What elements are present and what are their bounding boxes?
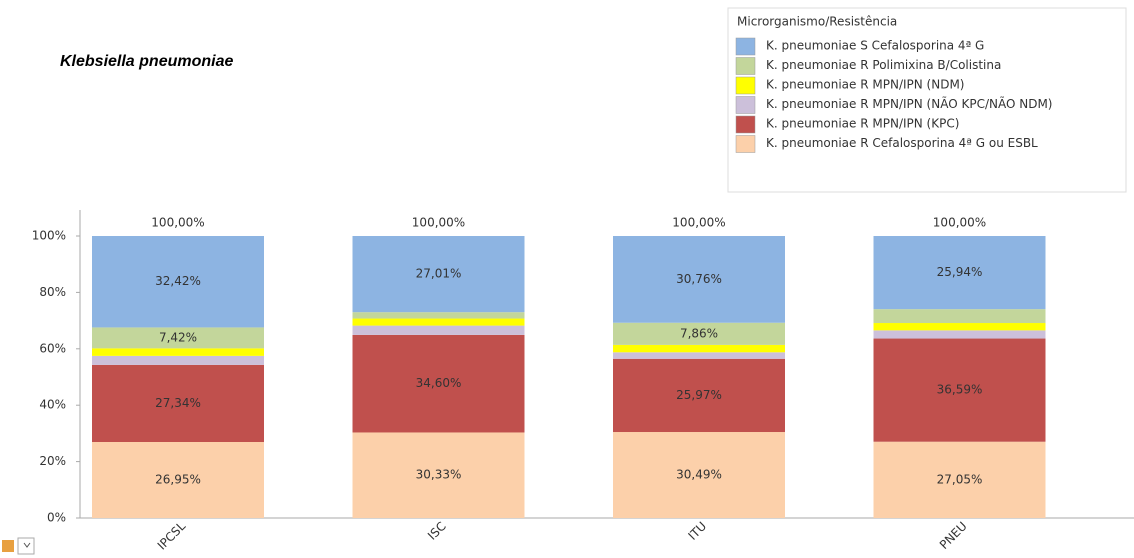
data-label: 32,42% (155, 274, 201, 288)
y-tick-label: 60% (39, 341, 66, 355)
bar-segment (873, 236, 1046, 310)
legend-label: K. pneumoniae R MPN/IPN (NÃO KPC/NÃO NDM… (766, 96, 1053, 111)
bar-segment (92, 327, 264, 349)
bar-segment (352, 236, 525, 313)
bar-segment (352, 312, 525, 319)
x-tick-label: ISC (425, 519, 449, 543)
legend-label: K. pneumoniae R Polimixina B/Colistina (766, 58, 1001, 72)
x-tick-label: PNEU (937, 519, 970, 552)
data-label: 30,76% (676, 272, 722, 286)
total-label: 100,00% (151, 216, 204, 230)
bar-segment (613, 358, 785, 433)
bar-segment (613, 352, 785, 359)
data-label: 30,49% (676, 468, 722, 482)
bar-segment (873, 309, 1046, 324)
bar-segment (613, 344, 785, 353)
bar-segment (92, 236, 264, 328)
data-label: 27,05% (937, 472, 983, 486)
y-tick-label: 80% (39, 285, 66, 299)
bar-segment (352, 318, 525, 326)
legend-swatch (735, 96, 756, 114)
y-tick-label: 20% (39, 454, 66, 468)
legend-swatch (735, 76, 756, 95)
bar-segment (92, 442, 264, 518)
bar-segment (873, 330, 1046, 339)
data-label: 7,86% (680, 326, 718, 340)
legend-swatch (735, 115, 756, 134)
bar-segment (613, 236, 785, 323)
data-label: 7,42% (159, 330, 197, 344)
total-label: 100,00% (933, 216, 986, 230)
legend-title: Microrganismo/Resistência (737, 15, 897, 29)
total-label: 100,00% (412, 216, 465, 230)
data-label: 30,33% (416, 468, 462, 482)
total-label: 100,00% (672, 216, 725, 230)
x-tick-label: ITU (685, 519, 709, 543)
data-label: 25,94% (937, 265, 983, 279)
data-label: 36,59% (937, 383, 983, 397)
legend-swatch (735, 57, 756, 75)
bar-segment (352, 334, 525, 433)
legend-label: K. pneumoniae S Cefalosporina 4ª G (766, 39, 984, 53)
legend-swatch (735, 135, 756, 153)
bar-segment (92, 348, 264, 356)
legend-box (727, 7, 1127, 193)
bar-segment (92, 355, 264, 365)
bar-segment (873, 323, 1046, 331)
chart-title: Klebsiella pneumoniae (60, 53, 233, 70)
y-tick-label: 100% (32, 229, 66, 243)
x-tick-label: IPCSL (155, 519, 189, 553)
legend-swatch (735, 37, 756, 56)
bar-segment (352, 432, 525, 518)
legend-label: K. pneumoniae R Cefalosporina 4ª G ou ES… (766, 136, 1038, 150)
bar-segment (613, 432, 785, 518)
bar-segment (873, 338, 1046, 442)
legend-label: K. pneumoniae R MPN/IPN (NDM) (766, 78, 965, 92)
data-label: 25,97% (676, 388, 722, 402)
data-label: 34,60% (416, 376, 462, 390)
bar-segment (873, 441, 1046, 518)
y-tick-label: 0% (47, 511, 66, 525)
data-label: 27,01% (416, 267, 462, 281)
legend-label: K. pneumoniae R MPN/IPN (KPC) (766, 117, 959, 131)
data-label: 26,95% (155, 473, 201, 487)
bar-segment (613, 322, 785, 345)
y-tick-label: 40% (39, 398, 66, 412)
data-label: 27,34% (155, 396, 201, 410)
bar-segment (352, 325, 525, 335)
bar-segment (92, 364, 264, 443)
menu-icon[interactable] (2, 537, 35, 555)
